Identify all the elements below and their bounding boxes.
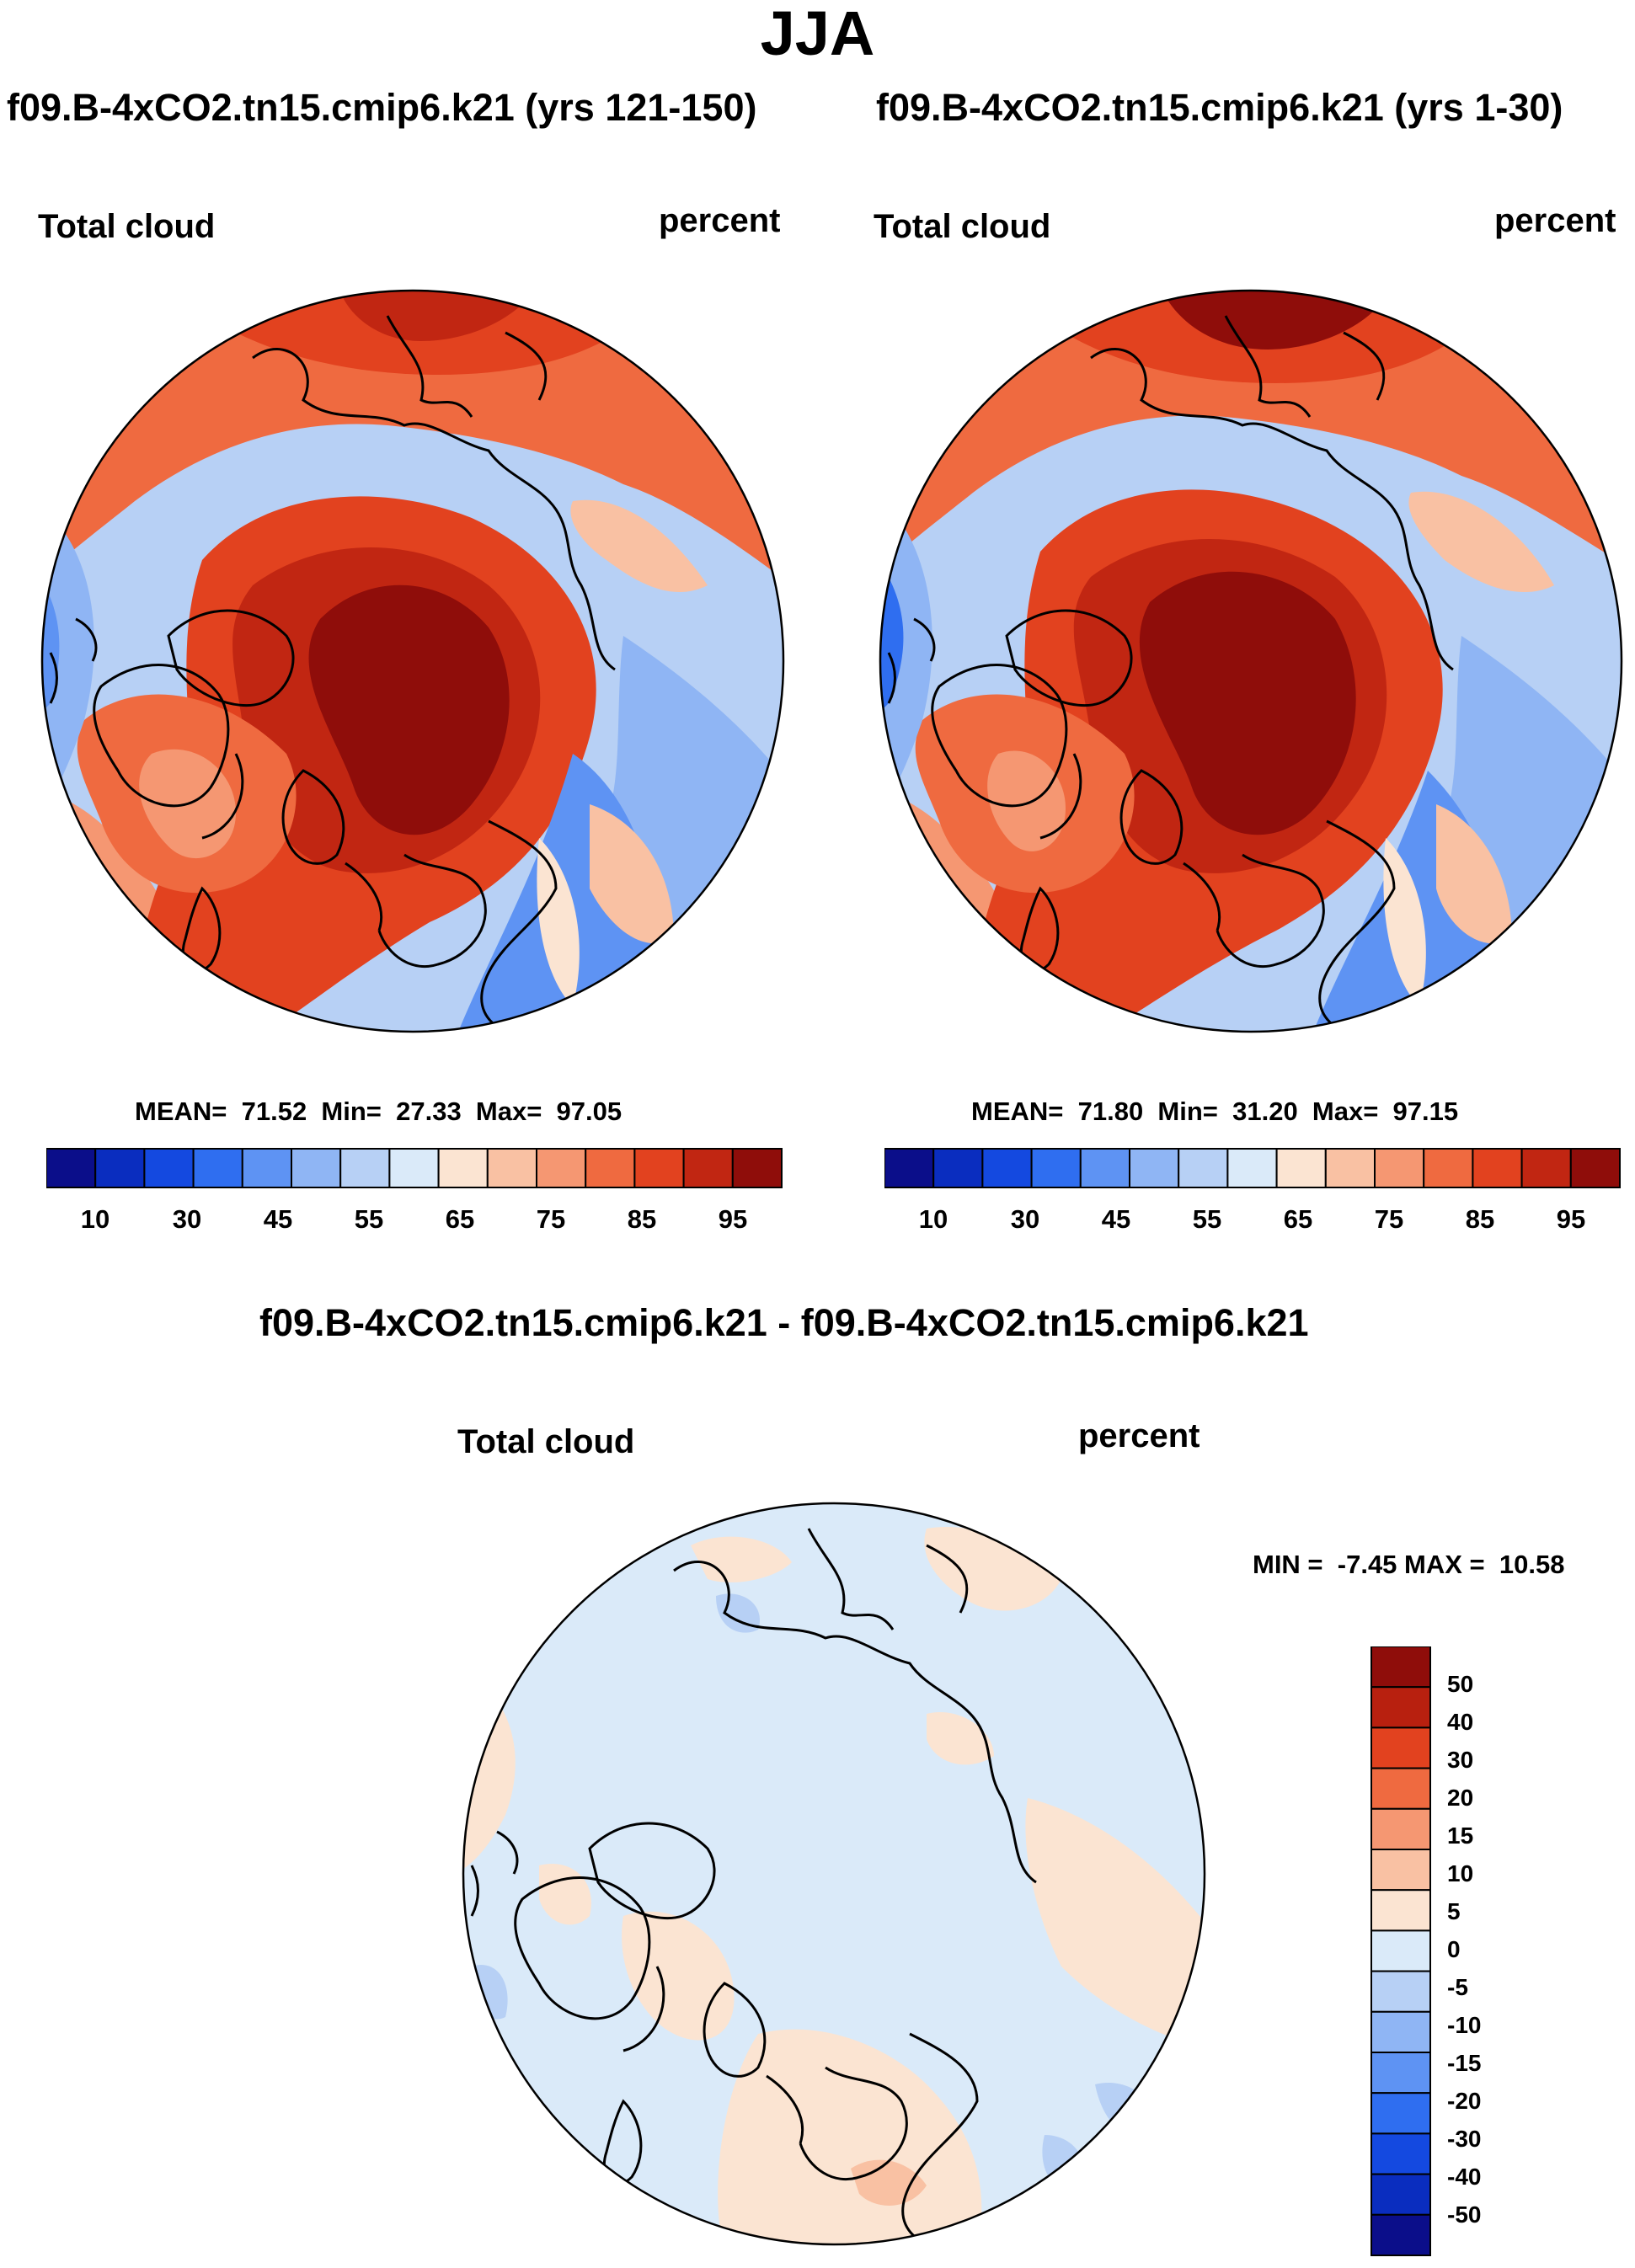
panel1-units-label: percent: [659, 202, 781, 239]
diff-stats: MIN = -7.45 MAX = 10.58: [1253, 1550, 1565, 1579]
colorbar-swatch: [981, 1148, 1033, 1188]
panel1-tick-label: 45: [263, 1204, 293, 1234]
colorbar-swatch: [731, 1148, 783, 1188]
diff-tick-label: -40: [1447, 2164, 1482, 2190]
colorbar-swatch: [1371, 2173, 1431, 2216]
panel2-units-label: percent: [1494, 202, 1616, 239]
colorbar-swatch: [1374, 1148, 1425, 1188]
colorbar-swatch: [884, 1148, 935, 1188]
panel1-variable-label: Total cloud: [38, 208, 216, 245]
panel2-case-title: f09.B-4xCO2.tn15.cmip6.k21 (yrs 1-30): [876, 86, 1563, 129]
diff-tick-label: -5: [1447, 1974, 1468, 2000]
colorbar-swatch: [1472, 1148, 1523, 1188]
diff-tick-label: 10: [1447, 1860, 1474, 1886]
panel1-tick-label: 85: [627, 1204, 657, 1234]
diff-variable-label: Total cloud: [457, 1423, 635, 1460]
colorbar-swatch: [1226, 1148, 1278, 1188]
colorbar-swatch: [1569, 1148, 1621, 1188]
panel1-tick-label: 30: [172, 1204, 202, 1234]
colorbar-swatch: [291, 1148, 342, 1188]
diff-tick-label: 20: [1447, 1785, 1474, 1811]
diff-tick-label: -30: [1447, 2126, 1482, 2152]
colorbar-swatch: [1371, 1686, 1431, 1729]
panel1-map: [40, 289, 785, 1033]
colorbar-swatch: [1371, 1646, 1431, 1689]
colorbar-swatch: [1371, 1970, 1431, 2013]
panel1-tick-label: 95: [718, 1204, 748, 1234]
colorbar-swatch: [1371, 1929, 1431, 1972]
colorbar-swatch: [1520, 1148, 1572, 1188]
panel1-tick-label: 75: [536, 1204, 566, 1234]
diff-tick-label: 5: [1447, 1898, 1461, 1924]
colorbar-swatch: [1371, 2213, 1431, 2256]
diff-colorbar: [1371, 1646, 1431, 2256]
panel1-tick-label: 55: [354, 1204, 384, 1234]
colorbar-swatch: [1371, 2132, 1431, 2175]
panel1-tick-label: 10: [80, 1204, 110, 1234]
panel2-tick-label: 30: [1010, 1204, 1040, 1234]
panel2-variable-label: Total cloud: [874, 208, 1051, 245]
panel2-map: [879, 289, 1623, 1033]
colorbar-swatch: [388, 1148, 440, 1188]
panel2-tick-label: 65: [1283, 1204, 1313, 1234]
colorbar-swatch: [1371, 1849, 1431, 1892]
panel2-colorbar: [884, 1148, 1621, 1188]
colorbar-swatch: [1371, 2010, 1431, 2053]
colorbar-swatch: [633, 1148, 685, 1188]
diff-tick-label: 0: [1447, 1936, 1461, 1962]
colorbar-swatch: [1423, 1148, 1474, 1188]
colorbar-swatch: [1371, 1726, 1431, 1769]
colorbar-swatch: [1275, 1148, 1327, 1188]
colorbar-swatch: [536, 1148, 587, 1188]
panel2-tick-label: 85: [1465, 1204, 1495, 1234]
diff-tick-label: -10: [1447, 2012, 1482, 2038]
diff-case-title: f09.B-4xCO2.tn15.cmip6.k21 - f09.B-4xCO2…: [259, 1301, 1309, 1344]
colorbar-swatch: [1371, 1807, 1431, 1851]
colorbar-swatch: [585, 1148, 636, 1188]
panel1-colorbar: [46, 1148, 783, 1188]
colorbar-swatch: [143, 1148, 195, 1188]
panel2-stats: MEAN= 71.80 Min= 31.20 Max= 97.15: [971, 1097, 1459, 1126]
colorbar-swatch: [1371, 2052, 1431, 2095]
panel2-tick-label: 10: [918, 1204, 948, 1234]
panel2-tick-label: 45: [1101, 1204, 1131, 1234]
colorbar-swatch: [1079, 1148, 1131, 1188]
colorbar-swatch: [932, 1148, 984, 1188]
colorbar-swatch: [192, 1148, 243, 1188]
colorbar-swatch: [1324, 1148, 1376, 1188]
panel1-stats: MEAN= 71.52 Min= 27.33 Max= 97.05: [135, 1097, 622, 1126]
diff-tick-label: -50: [1447, 2201, 1482, 2228]
colorbar-swatch: [1371, 2092, 1431, 2135]
colorbar-swatch: [241, 1148, 293, 1188]
diff-tick-label: 40: [1447, 1709, 1474, 1735]
colorbar-swatch: [46, 1148, 97, 1188]
panel2-tick-label: 95: [1556, 1204, 1586, 1234]
colorbar-swatch: [486, 1148, 537, 1188]
colorbar-swatch: [1178, 1148, 1229, 1188]
diff-tick-label: 30: [1447, 1747, 1474, 1773]
diff-tick-label: 50: [1447, 1671, 1474, 1697]
diff-map: [462, 1502, 1206, 2246]
panel1-tick-label: 65: [445, 1204, 475, 1234]
colorbar-swatch: [94, 1148, 146, 1188]
diff-tick-label: -15: [1447, 2050, 1482, 2076]
colorbar-swatch: [339, 1148, 391, 1188]
diff-units-label: percent: [1078, 1417, 1200, 1454]
diff-tick-label: -20: [1447, 2088, 1482, 2114]
colorbar-swatch: [682, 1148, 734, 1188]
page-title: JJA: [760, 0, 875, 68]
panel2-tick-label: 75: [1374, 1204, 1404, 1234]
colorbar-swatch: [1030, 1148, 1082, 1188]
colorbar-swatch: [1129, 1148, 1180, 1188]
colorbar-swatch: [1371, 1889, 1431, 1932]
panel2-tick-label: 55: [1192, 1204, 1222, 1234]
panel1-case-title: f09.B-4xCO2.tn15.cmip6.k21 (yrs 121-150): [7, 86, 757, 129]
diff-tick-label: 15: [1447, 1822, 1474, 1849]
colorbar-swatch: [1371, 1767, 1431, 1810]
colorbar-swatch: [437, 1148, 489, 1188]
